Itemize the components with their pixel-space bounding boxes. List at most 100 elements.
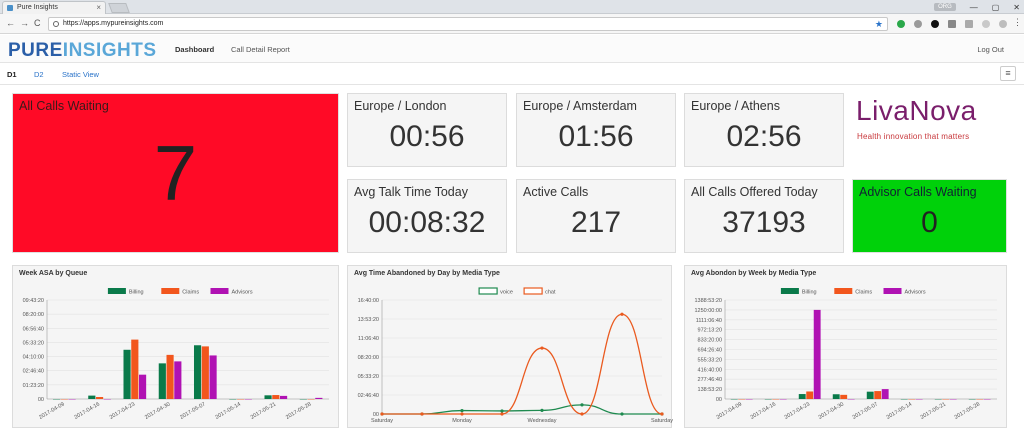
bar — [874, 391, 882, 399]
x-tick-label: 2017-05-07 — [179, 402, 206, 421]
bar — [272, 395, 280, 399]
x-tick-label: 2017-05-28 — [954, 402, 981, 421]
legend-label: Advisors — [905, 290, 926, 296]
data-point — [620, 412, 624, 416]
nav-dashboard[interactable]: Dashboard — [175, 45, 215, 54]
x-tick-label: Saturday — [651, 418, 673, 424]
livanova-wordmark: LivaNova — [856, 95, 977, 127]
tile-value: 37193 — [722, 206, 806, 239]
y-tick-label: 1111:06:40 — [696, 318, 722, 324]
legend-swatch — [780, 288, 799, 294]
legend-label: Claims — [855, 290, 872, 296]
bar — [201, 346, 209, 399]
bar — [174, 361, 182, 399]
bar — [881, 389, 889, 399]
tile-advisor-calls-waiting: Advisor Calls Waiting 0 — [852, 179, 1007, 253]
tile-active-calls: Active Calls 217 — [516, 179, 676, 253]
tab-d1[interactable]: D1 — [7, 70, 17, 79]
y-tick-label: 00 — [373, 412, 379, 418]
legend-swatch — [478, 287, 498, 295]
tile-value: 02:56 — [726, 120, 802, 153]
legend-swatch — [834, 288, 853, 294]
chart-avg-time-abandoned: 00 02:46:40 05:33:20 08:20:00 11:06:40 13:53:… — [358, 287, 673, 424]
extension-icon[interactable] — [999, 20, 1007, 28]
livanova-tagline: Health innovation that matters — [857, 132, 970, 141]
bar — [798, 394, 806, 399]
maximize-icon[interactable]: ▢ — [991, 2, 1000, 12]
back-icon[interactable]: ← — [6, 18, 15, 28]
tab-static-view[interactable]: Static View — [62, 70, 99, 79]
url-field[interactable]: https://apps.mypureinsights.com ★ — [48, 17, 888, 31]
y-tick-label: 05:33:20 — [358, 374, 379, 380]
tile-title: Avg Talk Time Today — [354, 185, 468, 199]
tile-title: All Calls Waiting — [19, 99, 109, 113]
browser-tab[interactable]: Pure Insights × — [2, 1, 106, 14]
x-tick-label: Saturday — [371, 418, 393, 424]
tile-avg-talk-time: Avg Talk Time Today 00:08:32 — [347, 179, 507, 253]
data-point — [380, 412, 384, 416]
data-point — [420, 412, 424, 416]
reload-icon[interactable]: C — [34, 18, 41, 28]
secure-lock-icon — [53, 21, 59, 27]
tab-d2[interactable]: D2 — [34, 70, 44, 79]
tile-europe-london: Europe / London 00:56 — [347, 93, 507, 167]
tile-title: Europe / Amsterdam — [523, 99, 637, 113]
y-tick-label: 04:10:00 — [23, 355, 44, 361]
logo-part-a: PURE — [8, 40, 63, 61]
profile-badge[interactable]: ORG — [934, 3, 956, 11]
data-point — [500, 412, 504, 416]
x-tick-label: 2017-05-21 — [920, 402, 947, 421]
extension-icon[interactable] — [914, 20, 922, 28]
x-tick-label: Wednesday — [528, 418, 557, 424]
chart-title: Avg Abondon by Week by Media Type — [691, 270, 817, 277]
tile-calls-offered: All Calls Offered Today 37193 — [684, 179, 844, 253]
chart-panel-avg-abandon-week: Avg Abondon by Week by Media Type 00 138:… — [684, 265, 1007, 428]
data-point — [540, 408, 544, 412]
data-point — [460, 408, 464, 413]
y-tick-label: 13:53:20 — [358, 317, 379, 323]
bar — [264, 395, 272, 399]
legend-label: Billing — [802, 290, 817, 296]
extension-icon[interactable] — [965, 20, 973, 28]
tile-value: 01:56 — [558, 120, 634, 153]
tile-value: 7 — [153, 129, 198, 217]
x-tick-label: 2017-04-23 — [784, 402, 811, 421]
extension-icon[interactable] — [897, 20, 905, 28]
x-tick-label: Monday — [452, 418, 472, 424]
y-tick-label: 694:26:40 — [698, 348, 722, 354]
legend-swatch — [161, 288, 180, 294]
y-tick-label: 01:23:20 — [23, 383, 44, 389]
nav-call-detail-report[interactable]: Call Detail Report — [231, 45, 290, 54]
data-point — [500, 409, 504, 413]
bar — [139, 374, 147, 399]
new-tab-button[interactable] — [108, 3, 130, 13]
forward-icon[interactable]: → — [20, 18, 29, 28]
browser-menu-icon[interactable]: ⋮ — [1013, 17, 1022, 27]
x-tick-label: 2017-05-28 — [285, 402, 312, 421]
logout-link[interactable]: Log Out — [977, 45, 1004, 54]
pureinsights-logo[interactable]: PUREINSIGHTS — [8, 40, 157, 62]
x-tick-label: 2017-04-16 — [750, 402, 777, 421]
extension-icon[interactable] — [931, 20, 939, 28]
x-tick-label: 2017-04-30 — [818, 402, 845, 421]
minimize-icon[interactable]: — — [969, 2, 978, 12]
y-tick-label: 00 — [38, 397, 44, 403]
x-tick-label: 2017-05-21 — [250, 402, 277, 421]
x-tick-label: 2017-04-30 — [144, 402, 171, 421]
y-tick-label: 06:56:40 — [23, 326, 44, 332]
chart-avg-abandon-week: 00 138:53:20 277:46:40 416:40:00 555:33:20 69… — [694, 288, 997, 421]
livanova-logo: LivaNova Health innovation that matters — [850, 93, 1020, 165]
bar — [95, 397, 104, 399]
hamburger-menu-icon[interactable]: ≡ — [1000, 66, 1016, 81]
livanova-name-a: Liva — [856, 95, 910, 126]
y-tick-label: 416:40:00 — [698, 367, 722, 373]
extension-icon[interactable] — [982, 20, 990, 28]
address-bar-row: ← → C https://apps.mypureinsights.com ★ … — [0, 14, 1024, 34]
y-tick-label: 00 — [716, 397, 722, 403]
tab-close-icon[interactable]: × — [96, 3, 101, 12]
extension-icon[interactable] — [948, 20, 956, 28]
close-window-icon[interactable]: ✕ — [1013, 2, 1020, 12]
y-tick-label: 1250:00:00 — [694, 308, 722, 314]
tile-value: 217 — [570, 206, 622, 239]
bookmark-star-icon[interactable]: ★ — [874, 19, 883, 29]
